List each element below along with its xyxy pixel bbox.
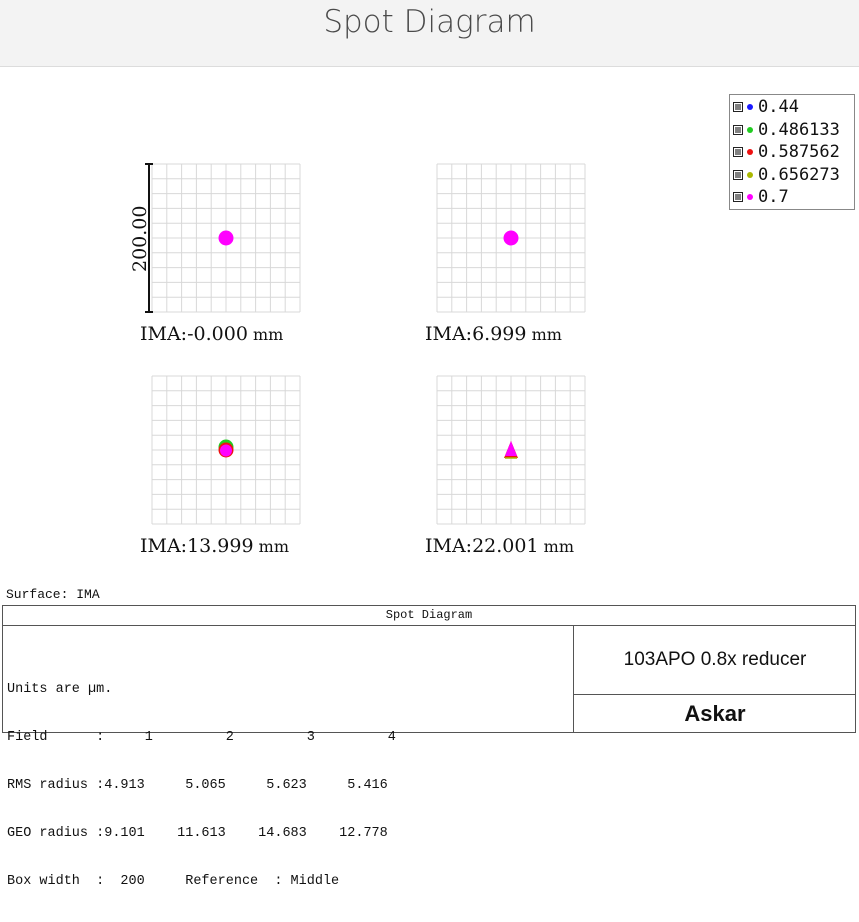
ima-value: -0.000 xyxy=(187,323,248,345)
page-title: Spot Diagram xyxy=(323,4,536,40)
info-panel-title: Spot Diagram xyxy=(3,606,855,626)
spot-point xyxy=(218,230,234,246)
info-line-units: Units are µm. xyxy=(7,682,113,697)
ima-label: IMA:6.999 mm xyxy=(425,323,562,345)
legend-item: 0.486133 xyxy=(733,119,854,142)
legend-item: 0.656273 xyxy=(733,164,854,187)
spot-diagram-area: IMA:-0.000 mm IMA:6.999 mm IMA:13.999 mm IM… xyxy=(0,67,859,587)
legend-color-dot xyxy=(747,126,753,133)
legend-item: 0.44 xyxy=(733,96,854,119)
brand-logo: Askar xyxy=(684,701,746,726)
ima-prefix: IMA: xyxy=(140,323,187,345)
legend-label: 0.486133 xyxy=(758,119,840,140)
ima-unit: mm xyxy=(527,325,562,344)
legend-color-dot xyxy=(747,194,753,201)
spot-magenta xyxy=(505,441,517,456)
info-panel: Spot Diagram Units are µm. Field : 1 2 3… xyxy=(2,605,856,889)
legend-color-dot xyxy=(747,104,753,111)
legend-label: 0.7 xyxy=(758,187,789,208)
info-text: Units are µm. Field : 1 2 3 4 RMS radius… xyxy=(7,650,396,922)
scale-bar-label: 200.00 xyxy=(129,206,151,272)
legend-color-dot xyxy=(747,171,753,178)
ima-unit: mm xyxy=(248,325,283,344)
info-line-geo: GEO radius :9.101 11.613 14.683 12.778 xyxy=(7,826,388,841)
legend-checkbox-icon xyxy=(733,124,743,135)
ima-label: IMA:22.001 mm xyxy=(425,535,574,557)
ima-prefix: IMA: xyxy=(425,323,472,345)
spot-point xyxy=(503,230,519,246)
ima-value: 22.001 xyxy=(472,535,538,557)
legend-item: 0.587562 xyxy=(733,141,854,164)
ima-unit: mm xyxy=(539,537,574,556)
legend-label: 0.587562 xyxy=(758,142,840,163)
legend-label: 0.656273 xyxy=(758,164,840,185)
legend-color-dot xyxy=(747,149,753,156)
legend-checkbox-icon xyxy=(733,169,743,180)
ima-value: 13.999 xyxy=(187,535,253,557)
info-line-field: Field : 1 2 3 4 xyxy=(7,730,396,745)
legend-item: 0.7 xyxy=(733,186,854,209)
wavelength-legend: 0.44 0.486133 0.587562 0.656273 0.7 xyxy=(729,94,855,210)
ima-prefix: IMA: xyxy=(425,535,472,557)
ima-value: 6.999 xyxy=(472,323,526,345)
ima-prefix: IMA: xyxy=(140,535,187,557)
ima-label: IMA:13.999 mm xyxy=(140,535,289,557)
info-line-box: Box width : 200 Reference : Middle xyxy=(7,874,340,889)
legend-label: 0.44 xyxy=(758,97,799,118)
legend-checkbox-icon xyxy=(733,147,743,158)
product-panel: 103APO 0.8x reducer Askar xyxy=(573,626,856,732)
surface-label: Surface: IMA xyxy=(6,587,100,602)
ima-unit: mm xyxy=(254,537,289,556)
header-bar: Spot Diagram xyxy=(0,0,859,67)
product-name: 103APO 0.8x reducer xyxy=(574,626,856,695)
legend-checkbox-icon xyxy=(733,102,743,113)
info-line-rms: RMS radius :4.913 5.065 5.623 5.416 xyxy=(7,778,388,793)
ima-label: IMA:-0.000 mm xyxy=(140,323,283,345)
legend-checkbox-icon xyxy=(733,192,743,203)
spot-point xyxy=(220,444,232,457)
